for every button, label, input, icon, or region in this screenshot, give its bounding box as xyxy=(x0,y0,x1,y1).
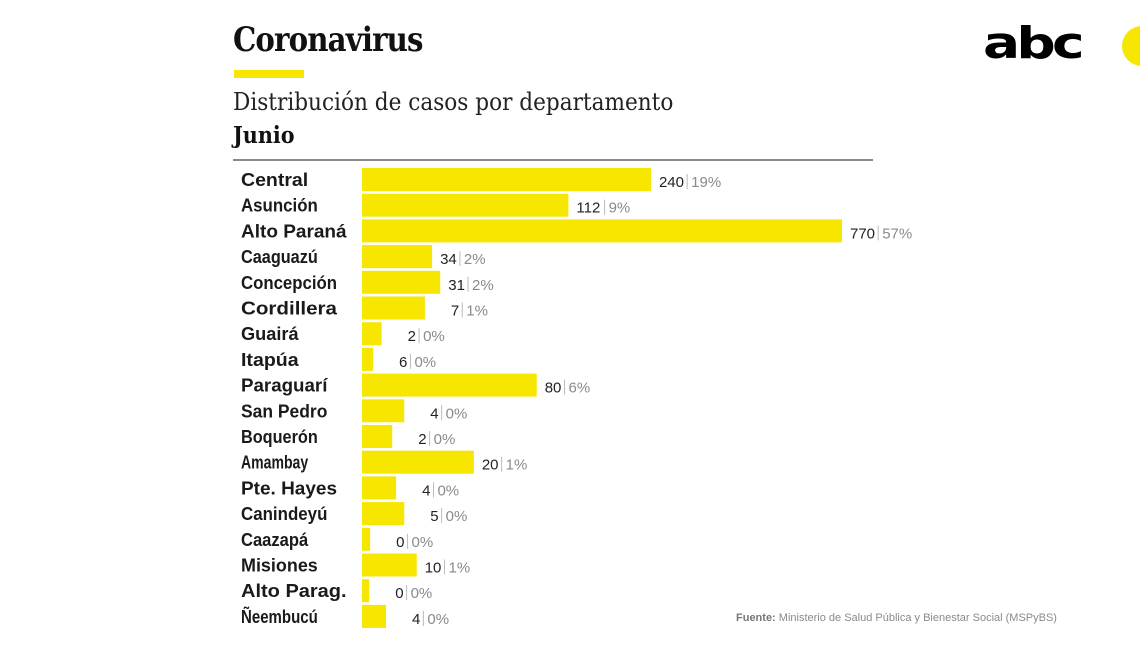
category-label: Alto Paraná xyxy=(241,221,348,241)
value-label: 7 xyxy=(451,303,459,320)
bar xyxy=(362,450,474,474)
bar xyxy=(362,245,433,269)
bar xyxy=(362,553,417,577)
bar xyxy=(362,347,374,371)
category-label: San Pedro xyxy=(241,401,327,421)
category-label: Guairá xyxy=(241,324,300,344)
category-label: Caaguazú xyxy=(241,247,318,267)
value-label: 80 xyxy=(545,380,562,397)
bar xyxy=(362,373,537,397)
source-label: Fuente: xyxy=(736,612,776,624)
category-label: Misiones xyxy=(241,556,318,576)
value-label: 2 xyxy=(408,328,416,345)
bar xyxy=(362,322,382,346)
percent-label: 1% xyxy=(506,457,528,474)
category-label: Ñeembucú xyxy=(241,606,318,627)
source-note: Fuente: Ministerio de Salud Pública y Bi… xyxy=(736,612,1057,624)
value-label: 4 xyxy=(412,611,420,628)
category-label: Cordillera xyxy=(241,299,338,319)
value-label: 770 xyxy=(850,225,875,242)
category-label: Boquerón xyxy=(241,427,318,447)
chart-subtitle: Distribución de casos por departamento xyxy=(233,88,674,116)
value-label: 34 xyxy=(440,251,457,268)
source-text: Ministerio de Salud Pública y Bienestar … xyxy=(778,612,1057,624)
value-label: 5 xyxy=(430,508,438,525)
abc-logo: abc xyxy=(983,18,1085,69)
percent-label: 6% xyxy=(569,380,591,397)
percent-label: 0% xyxy=(446,405,468,422)
category-label: Central xyxy=(241,170,308,190)
percent-label: 19% xyxy=(691,174,721,191)
value-label: 112 xyxy=(576,200,600,217)
percent-label: 0% xyxy=(414,354,436,371)
bar xyxy=(362,579,370,603)
value-label: 31 xyxy=(448,277,465,294)
category-label: Asunción xyxy=(241,196,318,216)
category-label: Paraguarí xyxy=(241,376,328,396)
bar-chart: Central 240 19%Asunción 112 9%Alto Paraná 770… xyxy=(241,168,912,628)
category-label: Alto Parag. xyxy=(241,581,347,601)
bar xyxy=(362,527,371,551)
percent-label: 1% xyxy=(466,303,488,320)
value-label: 2 xyxy=(418,431,426,448)
category-label: Concepción xyxy=(241,273,337,293)
bar xyxy=(362,219,842,243)
percent-label: 0% xyxy=(411,585,433,602)
category-label: Itapúa xyxy=(241,350,300,370)
percent-label: 2% xyxy=(464,251,486,268)
percent-label: 0% xyxy=(434,431,456,448)
percent-label: 0% xyxy=(446,508,468,525)
bar xyxy=(362,502,405,526)
chart-title: Coronavirus xyxy=(233,20,424,60)
value-label: 0 xyxy=(395,585,403,602)
value-label: 6 xyxy=(399,354,407,371)
percent-label: 2% xyxy=(472,277,494,294)
bar xyxy=(362,168,651,191)
category-label: Pte. Hayes xyxy=(241,478,337,498)
abc-logo-dot xyxy=(1122,26,1140,66)
category-label: Amambay xyxy=(241,453,308,473)
value-label: 10 xyxy=(425,560,442,577)
bar xyxy=(362,193,569,217)
percent-label: 1% xyxy=(449,560,471,577)
bar xyxy=(362,476,397,500)
value-label: 0 xyxy=(396,534,404,551)
bar xyxy=(362,399,405,423)
percent-label: 57% xyxy=(882,225,912,242)
value-label: 20 xyxy=(482,457,499,474)
title-accent-bar xyxy=(234,70,304,78)
category-label: Caazapá xyxy=(241,530,309,550)
percent-label: 0% xyxy=(437,482,459,499)
header-divider xyxy=(233,159,873,161)
percent-label: 0% xyxy=(412,534,434,551)
bar xyxy=(362,425,393,448)
category-label: Canindeyú xyxy=(241,504,327,524)
bar xyxy=(362,604,386,628)
value-label: 4 xyxy=(422,482,430,499)
percent-label: 0% xyxy=(427,611,449,628)
percent-label: 0% xyxy=(423,328,445,345)
value-label: 4 xyxy=(430,405,438,422)
value-label: 240 xyxy=(659,174,684,191)
chart-period: Junio xyxy=(233,122,295,149)
bar xyxy=(362,270,441,294)
percent-label: 9% xyxy=(609,200,631,217)
bar xyxy=(362,296,425,320)
